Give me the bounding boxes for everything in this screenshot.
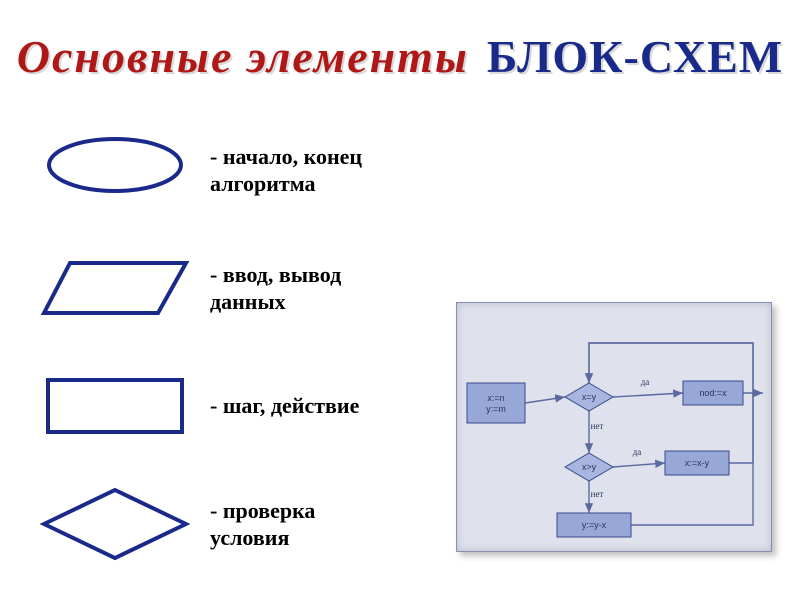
legend: - начало, конец алгоритма - ввод, вывод д… (40, 130, 400, 602)
svg-text:нет: нет (591, 421, 604, 431)
legend-label: - проверка условия (210, 497, 315, 552)
legend-shape-diamond (40, 484, 190, 564)
title-part-2: БЛОК-СХЕМ (487, 30, 783, 83)
page-title: Основные элементы БЛОК-СХЕМ (0, 0, 800, 83)
legend-row: - начало, конец алгоритма (40, 130, 400, 210)
legend-row: - шаг, действие (40, 366, 400, 446)
legend-shape-rect (40, 366, 190, 446)
svg-text:x=y: x=y (582, 392, 597, 402)
legend-shape-parallel (40, 248, 190, 328)
legend-row: - проверка условия (40, 484, 400, 564)
legend-label: - начало, конец алгоритма (210, 143, 362, 198)
svg-text:x:=n: x:=n (487, 393, 504, 403)
svg-text:nod:=x: nod:=x (699, 388, 727, 398)
legend-row: - ввод, вывод данных (40, 248, 400, 328)
legend-label: - шаг, действие (210, 392, 359, 420)
svg-text:нет: нет (591, 489, 604, 499)
svg-text:да: да (633, 447, 642, 457)
legend-label: - ввод, вывод данных (210, 261, 341, 316)
svg-text:x>y: x>y (582, 462, 597, 472)
title-part-1: Основные элементы (17, 30, 469, 83)
svg-text:x:=x-y: x:=x-y (685, 458, 710, 468)
mini-flowchart: да нет да нет x:=ny:=m x=y nod:=x x>y x:=x-y y:=y… (456, 302, 772, 552)
svg-text:y:=y-x: y:=y-x (582, 520, 607, 530)
svg-text:да: да (641, 377, 650, 387)
legend-shape-ellipse (40, 130, 190, 210)
svg-text:y:=m: y:=m (486, 404, 506, 414)
